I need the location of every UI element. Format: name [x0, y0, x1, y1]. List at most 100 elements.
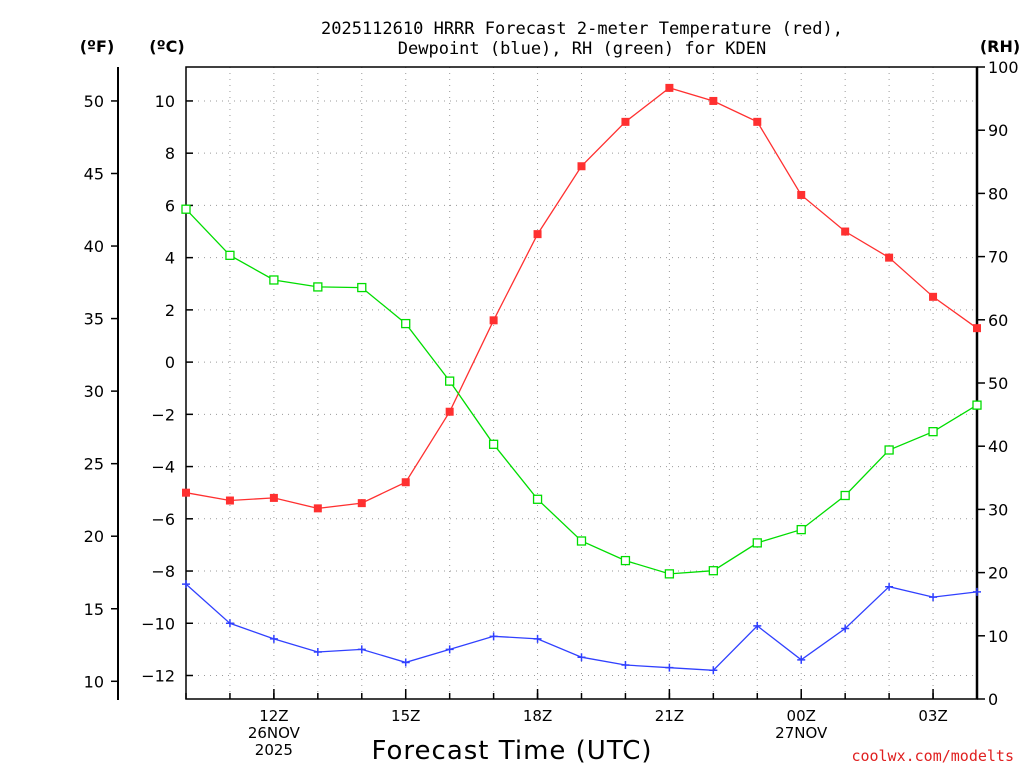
rh-tick-label: 40	[988, 437, 1008, 456]
rh-point	[928, 427, 938, 437]
rh-tick-label: 60	[988, 311, 1008, 330]
dewpoint-point	[182, 580, 190, 589]
dewpoint-point	[753, 621, 762, 630]
rh-point	[796, 524, 806, 535]
celsius-tick-label: 2	[165, 301, 175, 320]
labels: 2025112610 HRRR Forecast 2-meter Tempera…	[80, 19, 1020, 766]
dewpoint-point	[313, 647, 322, 656]
rh-point	[357, 282, 367, 293]
2-meter-temperature-point	[401, 478, 410, 487]
axes: 1086420−2−4−6−8−10−125045403530252015101…	[84, 58, 1019, 759]
fahrenheit-tick-label: 15	[84, 600, 104, 619]
rh-unit-label: (RH)	[980, 37, 1020, 56]
celsius-tick-label: 10	[155, 92, 175, 111]
rh-tick-label: 20	[988, 564, 1008, 583]
celsius-tick-label: −4	[151, 458, 175, 477]
celsius-unit-label: (ºC)	[149, 37, 184, 56]
2-meter-temperature-point	[489, 316, 498, 325]
dewpoint-point	[929, 593, 938, 602]
2-meter-temperature-point	[445, 407, 454, 416]
rh-tick-label: 90	[988, 121, 1008, 140]
x-tick-label: 12Z	[259, 707, 288, 725]
celsius-tick-label: 0	[165, 353, 175, 372]
rh-tick-label: 80	[988, 184, 1008, 203]
celsius-tick-label: 4	[165, 249, 175, 268]
2-meter-temperature-point	[182, 488, 190, 497]
2-meter-temperature-point	[357, 499, 366, 508]
2-meter-temperature-point	[797, 190, 806, 199]
dewpoint-point	[445, 645, 454, 654]
chart-title-line-2: Dewpoint (blue), RH (green) for KDEN	[398, 39, 766, 59]
rh-point	[532, 494, 543, 504]
rh-point	[401, 318, 411, 329]
fahrenheit-tick-label: 50	[84, 92, 104, 111]
dewpoint-point	[841, 624, 850, 633]
fahrenheit-tick-label: 20	[84, 527, 104, 546]
dewpoint-point	[401, 658, 410, 667]
dewpoint-point	[357, 645, 366, 654]
grid	[186, 67, 977, 699]
rh-point	[269, 275, 279, 285]
rh-point	[840, 490, 850, 501]
fahrenheit-tick-label: 10	[84, 672, 104, 691]
2-meter-temperature-point	[929, 292, 938, 301]
dewpoint-point	[269, 634, 278, 643]
celsius-tick-label: −6	[151, 510, 175, 529]
celsius-tick-label: 8	[165, 144, 175, 163]
2-meter-temperature-point	[533, 230, 542, 239]
dewpoint-point	[533, 634, 542, 643]
x-tick-label: 2025	[255, 741, 293, 759]
2-meter-temperature-point	[621, 117, 630, 126]
2-meter-temperature-point	[577, 162, 586, 171]
series	[181, 83, 982, 675]
2-meter-temperature-point	[709, 96, 718, 105]
fahrenheit-tick-label: 25	[84, 455, 104, 474]
celsius-tick-label: −2	[151, 405, 175, 424]
x-tick-label: 27NOV	[775, 724, 828, 742]
rh-point	[620, 555, 631, 566]
fahrenheit-tick-label: 30	[84, 382, 104, 401]
dewpoint-point	[885, 582, 894, 591]
rh-point	[752, 538, 762, 548]
x-axis-label: Forecast Time (UTC)	[371, 736, 652, 766]
2-meter-temperature-point	[753, 117, 762, 126]
dewpoint-point	[225, 619, 234, 628]
rh-point	[225, 250, 235, 260]
rh-point	[576, 536, 587, 546]
celsius-tick-label: −10	[141, 614, 175, 633]
dewpoint-point	[489, 632, 498, 641]
rh-point	[181, 204, 191, 214]
dewpoint-point	[621, 661, 630, 670]
x-tick-label: 00Z	[787, 707, 816, 725]
rh-tick-label: 30	[988, 500, 1008, 519]
credit-text: coolwx.com/modelts	[851, 747, 1014, 765]
2-meter-temperature-point	[841, 227, 850, 236]
rh-point	[445, 376, 455, 386]
2-meter-temperature-point	[665, 83, 674, 92]
fahrenheit-unit-label: (ºF)	[80, 37, 115, 56]
rh-tick-label: 70	[988, 248, 1008, 267]
celsius-tick-label: −8	[151, 562, 175, 581]
celsius-tick-label: −12	[141, 666, 175, 685]
x-tick-label: 26NOV	[248, 724, 301, 742]
rh-point	[664, 569, 675, 579]
rh-point	[972, 400, 982, 410]
dewpoint-point	[973, 587, 981, 596]
rh-point	[708, 566, 718, 576]
x-tick-label: 03Z	[918, 707, 947, 725]
celsius-tick-label: 6	[165, 196, 175, 215]
x-tick-label: 21Z	[655, 707, 684, 725]
x-tick-label: 15Z	[391, 707, 420, 725]
2-meter-temperature-point	[225, 496, 234, 505]
2-meter-temperature-point	[313, 504, 322, 513]
rh-tick-label: 10	[988, 627, 1008, 646]
rh-point	[884, 445, 894, 455]
chart-title-line-1: 2025112610 HRRR Forecast 2-meter Tempera…	[321, 19, 843, 39]
rh-tick-label: 0	[988, 690, 998, 709]
fahrenheit-tick-label: 40	[84, 237, 104, 256]
x-tick-label: 18Z	[523, 707, 552, 725]
dewpoint-point	[577, 653, 586, 662]
rh-point	[313, 282, 323, 292]
